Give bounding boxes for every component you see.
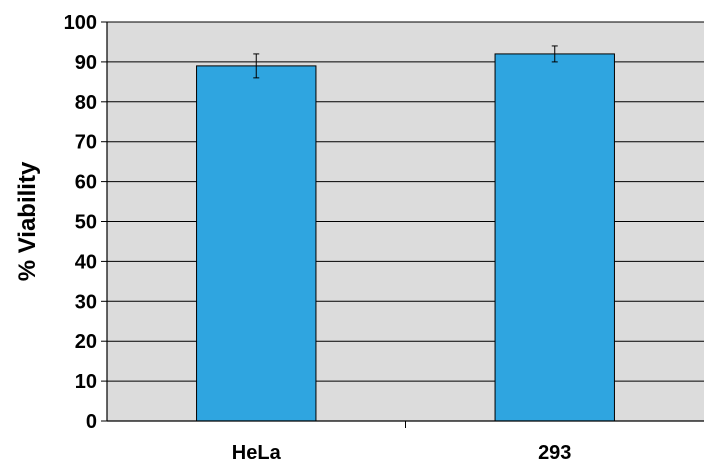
error-bars [253, 45, 558, 79]
y-tick-label: 20 [75, 331, 97, 353]
x-axis-ticks: HeLa 293 [232, 421, 571, 464]
y-tick-label: 40 [75, 251, 97, 273]
bar-hela [196, 65, 317, 422]
x-tick-label: HeLa [232, 442, 282, 464]
y-tick-label: 100 [64, 12, 97, 34]
y-tick-label: 70 [75, 132, 97, 154]
y-tick-label: 60 [75, 172, 97, 194]
y-tick-label: 50 [75, 212, 97, 234]
y-axis-ticks: 0 10 20 30 40 50 60 70 80 90 100 [64, 12, 107, 433]
error-bar [551, 45, 558, 63]
bar-293 [494, 53, 615, 422]
y-tick-label: 0 [86, 411, 97, 433]
error-bar [253, 53, 260, 79]
x-tick-label: 293 [538, 442, 571, 464]
y-tick-label: 90 [75, 52, 97, 74]
y-tick-label: 80 [75, 92, 97, 114]
y-axis-label: % Viability [14, 161, 41, 281]
y-tick-label: 10 [75, 371, 97, 393]
y-tick-label: 30 [75, 291, 97, 313]
bars [196, 53, 615, 422]
